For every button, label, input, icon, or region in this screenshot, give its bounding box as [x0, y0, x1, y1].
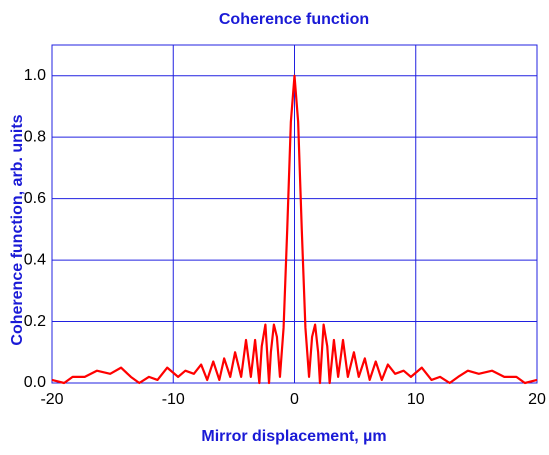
line-series — [51, 74, 538, 385]
x-tick-label: -10 — [162, 391, 185, 408]
x-tick-label: 20 — [528, 391, 546, 408]
x-axis-label: Mirror displacement, µm — [201, 428, 386, 445]
y-tick-label: 0.2 — [24, 313, 46, 330]
y-tick-label: 0.8 — [24, 128, 46, 145]
x-tick-label: -20 — [40, 391, 63, 408]
x-tick-label: 0 — [290, 391, 299, 408]
plot-frame — [51, 44, 538, 384]
y-tick-label: 0.6 — [24, 190, 46, 207]
y-axis-label: Coherence function, arb. units — [9, 114, 26, 345]
x-tick-label: 10 — [407, 391, 425, 408]
y-tick-label: 1.0 — [24, 67, 46, 84]
chart-title: Coherence function — [219, 11, 369, 28]
y-tick-label: 0.4 — [24, 251, 46, 268]
y-tick-label: 0.0 — [24, 374, 46, 391]
